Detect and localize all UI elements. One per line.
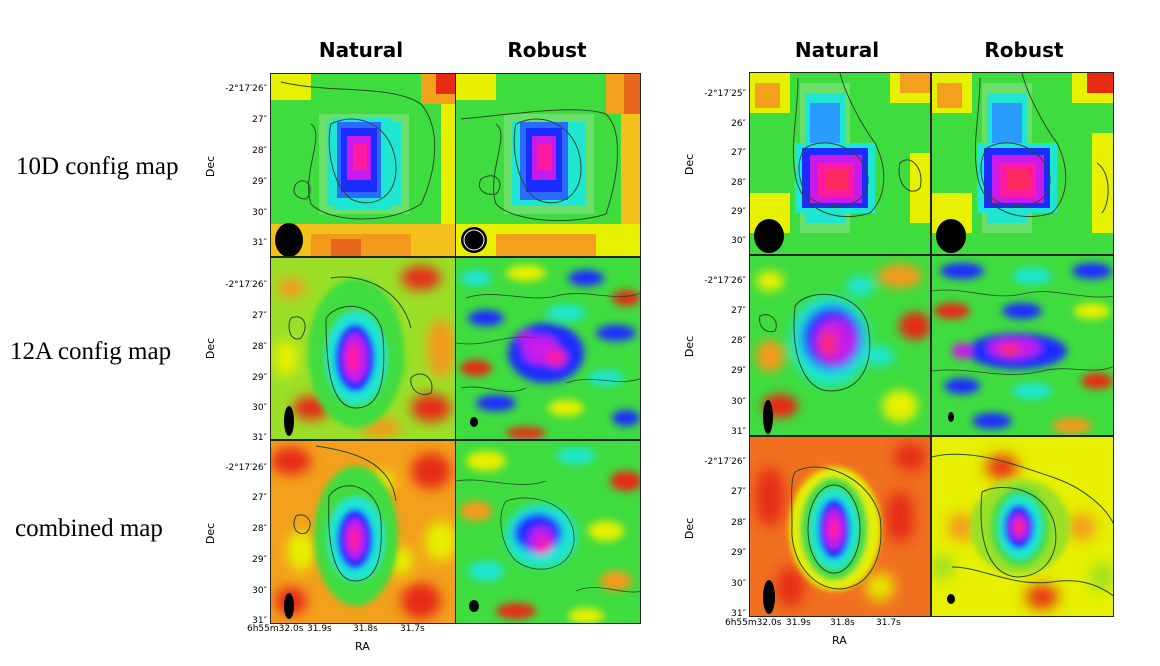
col-title-left-natural: Natural (318, 38, 404, 62)
dec-tick: 31″ (252, 238, 267, 248)
map-panel-combined-robust-right (931, 436, 1114, 617)
map-panel-10d-natural-right (749, 72, 931, 255)
dec-tick: 27″ (731, 148, 746, 158)
ra-tick: 6h55m32.0s (247, 624, 304, 634)
dec-tick: 27″ (731, 306, 746, 316)
ra-tick: 31.7s (400, 624, 425, 634)
ra-label-right: RA (832, 634, 847, 647)
dec-tick: 30″ (731, 236, 746, 246)
dec-tick: 28″ (731, 178, 746, 188)
ra-tick: 31.8s (830, 618, 855, 628)
dec-tick: 31″ (252, 616, 267, 626)
ra-tick: 31.9s (307, 624, 332, 634)
col-title-left-robust: Robust (507, 38, 587, 62)
dec-tick: 30″ (731, 579, 746, 589)
dec-tick: -2°17′26″ (225, 280, 267, 290)
map-panel-combined-natural-right (749, 436, 931, 617)
dec-tick: -2°17′25″ (704, 89, 746, 99)
ra-label-left: RA (355, 640, 370, 653)
map-panel-12a-natural-right (749, 255, 931, 436)
dec-tick: 27″ (252, 311, 267, 321)
ra-tick: 31.9s (786, 618, 811, 628)
dec-tick: 29″ (731, 366, 746, 376)
ra-tick: 31.8s (353, 624, 378, 634)
dec-tick: 27″ (252, 493, 267, 503)
dec-tick: 26″ (731, 119, 746, 129)
dec-tick: 28″ (252, 524, 267, 534)
col-title-right-natural: Natural (794, 38, 880, 62)
ra-tick: 6h55m32.0s (725, 618, 782, 628)
row-label-12a: 12A config map (10, 338, 172, 365)
dec-tick: 29″ (731, 207, 746, 217)
dec-tick: 30″ (252, 586, 267, 596)
dec-tick: -2°17′26″ (704, 276, 746, 286)
dec-tick: -2°17′26″ (225, 463, 267, 473)
dec-tick: 29″ (252, 555, 267, 565)
dec-tick: 28″ (731, 336, 746, 346)
map-panel-12a-robust-right (931, 255, 1114, 436)
dec-tick: 30″ (252, 208, 267, 218)
row-label-combined: combined map (15, 515, 163, 542)
dec-tick: 28″ (252, 146, 267, 156)
dec-tick: -2°17′26″ (704, 457, 746, 467)
dec-tick: 31″ (731, 609, 746, 619)
dec-tick: 31″ (252, 433, 267, 443)
dec-tick: 27″ (252, 115, 267, 125)
map-panel-12a-natural-left (270, 257, 456, 440)
dec-tick: 28″ (252, 342, 267, 352)
dec-tick: 30″ (252, 403, 267, 413)
map-panel-combined-natural-left (270, 440, 456, 624)
ra-tick: 31.7s (876, 618, 901, 628)
dec-tick: 29″ (252, 373, 267, 383)
dec-tick: 27″ (731, 487, 746, 497)
dec-tick: 29″ (731, 548, 746, 558)
dec-tick: 30″ (731, 397, 746, 407)
map-panel-10d-natural-left (270, 73, 456, 257)
map-panel-10d-robust-left (455, 73, 641, 257)
col-title-right-robust: Robust (984, 38, 1064, 62)
map-panel-combined-robust-left (455, 440, 641, 624)
dec-label-left-row1: Dec (204, 155, 218, 178)
dec-tick: 31″ (731, 427, 746, 437)
dec-tick: 28″ (731, 518, 746, 528)
map-panel-10d-robust-right (931, 72, 1114, 255)
row-label-10d: 10D config map (16, 153, 179, 180)
dec-tick: -2°17′26″ (225, 84, 267, 94)
dec-tick: 29″ (252, 177, 267, 187)
map-panel-12a-robust-left (455, 257, 641, 440)
